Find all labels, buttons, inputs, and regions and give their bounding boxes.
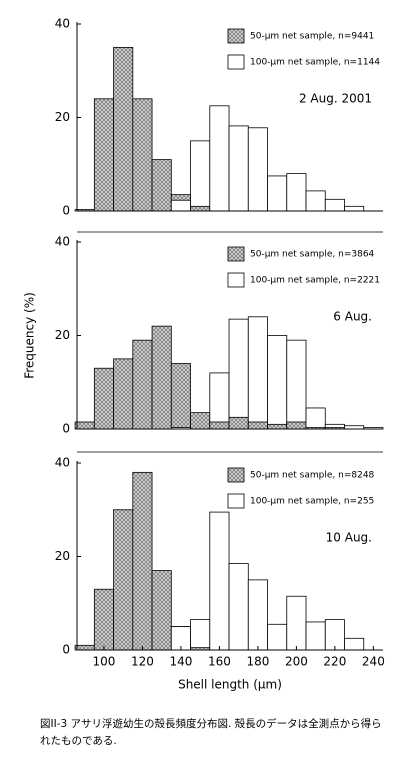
bar xyxy=(190,619,211,651)
y-tick-label: 20 xyxy=(55,328,70,342)
legend-swatch xyxy=(227,246,245,262)
bar xyxy=(93,98,114,212)
bar xyxy=(113,358,134,430)
bar xyxy=(228,125,249,212)
y-tick-label: 0 xyxy=(62,422,70,436)
x-tick-label: 200 xyxy=(285,655,308,669)
bar xyxy=(209,372,230,430)
bar xyxy=(209,511,230,651)
bar xyxy=(267,175,288,212)
legend-swatch xyxy=(227,272,245,288)
bar xyxy=(93,588,114,651)
x-axis-label: Shell length (µm) xyxy=(178,678,282,692)
bar xyxy=(113,509,134,651)
panel-label: 6 Aug. xyxy=(333,310,372,324)
legend-swatch xyxy=(227,493,245,509)
bar xyxy=(190,205,211,212)
bar xyxy=(151,570,172,651)
bar xyxy=(228,563,249,651)
bar xyxy=(151,159,172,212)
legend-swatch xyxy=(227,467,245,483)
bar xyxy=(286,421,307,430)
bar xyxy=(113,46,134,212)
bar xyxy=(286,173,307,212)
bar xyxy=(305,621,326,651)
bar xyxy=(170,199,191,212)
y-tick-label: 20 xyxy=(55,110,70,124)
caption: 図II-3 アサリ浮遊幼生の殻長頻度分布図. 殻長のデータは全測点から得られたも… xyxy=(40,718,382,747)
y-tick-label: 0 xyxy=(62,643,70,657)
bar xyxy=(151,325,172,430)
legend-label: 100-µm net sample, n=1144 xyxy=(250,58,380,68)
legend-swatch xyxy=(227,28,245,44)
bar xyxy=(344,637,365,651)
bar xyxy=(247,127,268,212)
bar xyxy=(344,205,365,212)
bar xyxy=(74,421,95,430)
legend-label: 100-µm net sample, n=2221 xyxy=(250,276,380,286)
bar xyxy=(132,339,153,430)
bar xyxy=(305,190,326,212)
x-tick-label: 220 xyxy=(323,655,346,669)
legend-label: 100-µm net sample, n=255 xyxy=(250,497,374,507)
bar xyxy=(267,335,288,430)
bar xyxy=(324,198,345,212)
legend-label: 50-µm net sample, n=3864 xyxy=(250,250,375,260)
y-tick-label: 20 xyxy=(55,549,70,563)
panel-label: 10 Aug. xyxy=(326,531,372,545)
x-tick-label: 160 xyxy=(208,655,231,669)
bar xyxy=(190,412,211,430)
bar xyxy=(324,619,345,651)
x-tick-label: 100 xyxy=(92,655,115,669)
bar xyxy=(267,623,288,651)
bar xyxy=(93,367,114,430)
bar xyxy=(170,363,191,430)
bar xyxy=(247,579,268,651)
bar xyxy=(305,407,326,430)
bar xyxy=(209,421,230,430)
x-tick-label: 240 xyxy=(362,655,385,669)
bar xyxy=(132,471,153,651)
y-tick-label: 0 xyxy=(62,204,70,218)
bar xyxy=(228,416,249,430)
bar xyxy=(247,421,268,430)
bar xyxy=(228,318,249,430)
bar xyxy=(132,98,153,212)
legend-label: 50-µm net sample, n=8248 xyxy=(250,471,375,481)
bar xyxy=(74,644,95,651)
bar xyxy=(286,339,307,430)
chart: 0 20 40 50-µm net sample, n=9441 100-µm net … xyxy=(23,17,385,692)
panel-label: 2 Aug. 2001 xyxy=(299,92,372,106)
y-tick-label: 40 xyxy=(55,17,70,31)
y-tick-label: 40 xyxy=(55,235,70,249)
x-tick-label: 120 xyxy=(131,655,154,669)
x-tick-label: 140 xyxy=(169,655,192,669)
legend-swatch xyxy=(227,54,245,70)
y-axis-label: Frequency (%) xyxy=(23,292,37,379)
bar xyxy=(247,316,268,430)
y-tick-label: 40 xyxy=(55,456,70,470)
bar xyxy=(190,140,211,212)
x-tick-label: 180 xyxy=(246,655,269,669)
bar xyxy=(286,595,307,651)
bar xyxy=(267,423,288,430)
bar xyxy=(209,105,230,212)
legend-label: 50-µm net sample, n=9441 xyxy=(250,32,374,42)
